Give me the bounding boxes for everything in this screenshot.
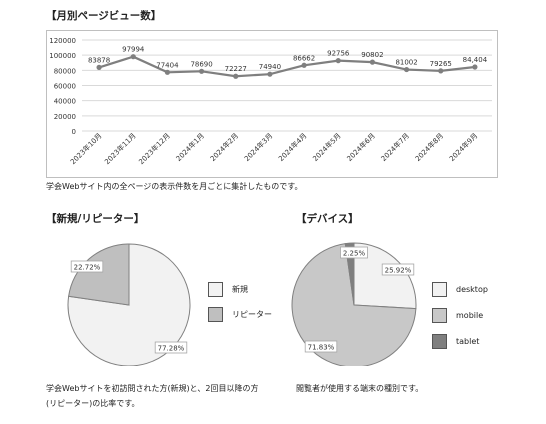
series-line — [98, 55, 476, 78]
legend-label-mobile: mobile — [456, 311, 484, 320]
x-tick-label: 2023年11月 — [102, 131, 137, 166]
legend-label-new: 新規 — [232, 285, 248, 294]
pie-slice — [353, 242, 417, 310]
legend-label-tablet: tablet — [456, 337, 480, 346]
data-label: 90802 — [361, 51, 383, 59]
line-chart-frame — [46, 30, 498, 178]
slice-label-box — [340, 246, 368, 259]
data-point — [96, 64, 102, 70]
data-label: 83878 — [88, 56, 110, 64]
legend-item-tablet: tablet — [432, 334, 488, 349]
data-label: 81002 — [395, 59, 417, 67]
new-repeater-heading: 【新規/リピーター】 — [46, 213, 145, 225]
legend-swatch-desktop — [432, 282, 447, 297]
legend-item-new: 新規 — [208, 282, 272, 297]
devices-legend: desktop mobile tablet — [432, 282, 488, 349]
legend-item-repeater: リピーター — [208, 307, 272, 322]
x-tick-label: 2024年1月 — [174, 131, 206, 163]
x-tick-label: 2024年5月 — [311, 131, 343, 163]
legend-label-desktop: desktop — [456, 285, 488, 294]
data-label: 97994 — [122, 46, 145, 54]
data-point — [301, 62, 307, 68]
data-point — [403, 66, 410, 73]
legend-label-repeater: リピーター — [232, 310, 272, 319]
data-label: 79265 — [430, 60, 452, 68]
x-tick-label: 2024年2月 — [208, 131, 240, 163]
x-tick-label: 2023年12月 — [137, 131, 172, 166]
x-tick-label: 2024年3月 — [242, 131, 274, 163]
data-point — [438, 68, 444, 74]
slice-label-box — [381, 263, 415, 276]
x-tick-label: 2024年7月 — [379, 131, 411, 163]
slice-label: 25.92% — [385, 267, 412, 275]
devices-note: 閲覧者が使用する端末の種別です。 — [296, 384, 424, 393]
slice-label-box — [70, 260, 104, 273]
data-label: 86662 — [293, 54, 315, 62]
monthly-pageviews-chart: 0 20000 40000 60000 80000 100000 120000 83878 20… — [49, 37, 492, 166]
slice-label-box — [304, 340, 338, 353]
slice-label: 22.72% — [74, 264, 101, 272]
data-point — [267, 71, 273, 77]
new-repeater-note-line2: (リピーター)の比率です。 — [46, 399, 140, 408]
legend-swatch-tablet — [432, 334, 447, 349]
y-tick-label: 0 — [72, 128, 76, 136]
devices-pie-chart: 25.92% 71.83% 2.25% — [291, 242, 417, 366]
legend-swatch-new — [208, 282, 223, 297]
pie-slice — [68, 243, 130, 306]
legend-item-mobile: mobile — [432, 308, 488, 323]
legend-swatch-repeater — [208, 307, 223, 322]
data-label: 84,404 — [463, 56, 488, 64]
legend-swatch-mobile — [432, 308, 447, 323]
devices-heading: 【デバイス】 — [296, 213, 359, 225]
x-tick-label: 2023年10月 — [68, 131, 103, 166]
x-tick-label: 2024年6月 — [345, 131, 377, 163]
y-tick-label: 60000 — [54, 83, 76, 91]
data-point — [130, 54, 136, 60]
monthly-pageviews-heading: 【月別ページビュー数】 — [46, 10, 162, 22]
legend-item-desktop: desktop — [432, 282, 488, 297]
data-label: 78690 — [190, 60, 212, 68]
slice-label: 77.28% — [158, 345, 185, 353]
x-tick-label: 2024年8月 — [413, 131, 445, 163]
data-point — [369, 59, 376, 65]
new-repeater-note-line1: 学会Webサイトを初訪問された方(新規)と、2回目以降の方 — [46, 384, 259, 393]
data-label: 77404 — [156, 61, 179, 69]
slice-label-box — [154, 341, 188, 354]
slice-label: 2.25% — [343, 250, 366, 258]
data-label: 74940 — [259, 63, 281, 71]
new-repeater-legend: 新規 リピーター — [208, 282, 272, 322]
pie-slice — [344, 242, 355, 306]
new-repeater-pie-chart: 77.28% 22.72% — [67, 243, 191, 366]
monthly-pageviews-note: 学会Webサイト内の全ページの表示件数を月ごとに集計したものです。 — [46, 182, 303, 191]
data-point — [164, 69, 171, 75]
data-label: 92756 — [327, 50, 350, 58]
data-point — [472, 64, 478, 70]
x-tick-label: 2024年4月 — [276, 131, 308, 163]
data-point — [233, 73, 239, 79]
y-tick-label: 120000 — [49, 37, 76, 45]
x-tick-label: 2024年9月 — [447, 131, 479, 163]
y-tick-label: 100000 — [49, 52, 76, 60]
data-point — [198, 68, 205, 74]
data-label: 72227 — [225, 65, 247, 73]
y-tick-label: 20000 — [54, 113, 76, 121]
y-tick-label: 80000 — [54, 67, 76, 75]
slice-label: 71.83% — [308, 344, 335, 352]
data-point — [335, 58, 341, 64]
y-tick-label: 40000 — [54, 98, 76, 106]
